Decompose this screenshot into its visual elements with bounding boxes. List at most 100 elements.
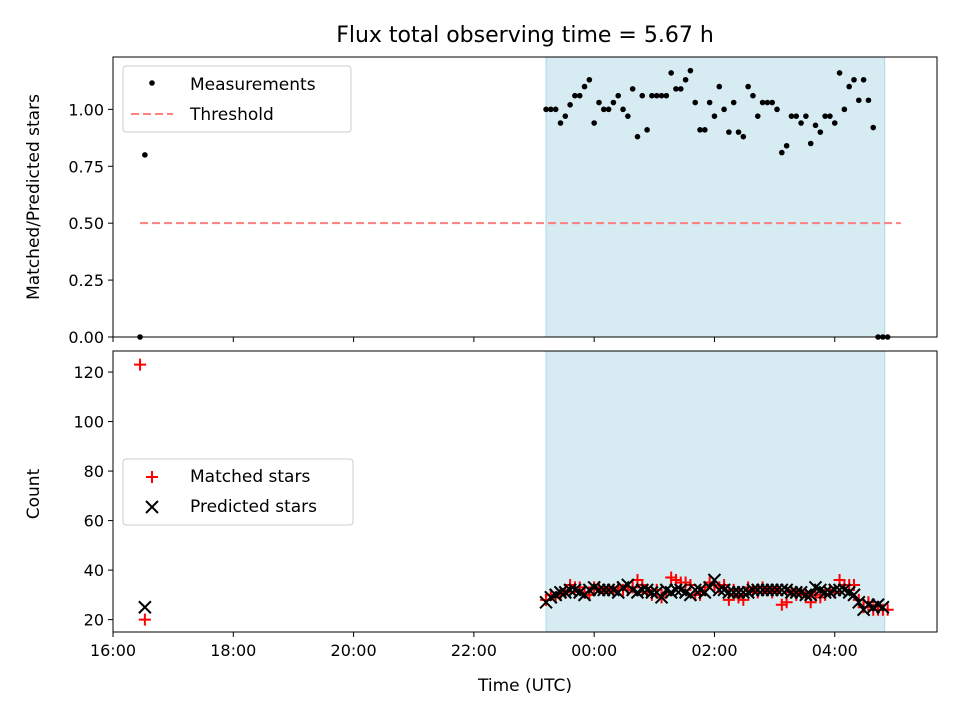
- data-point-measurement: [600, 106, 607, 113]
- chart-title: Flux total observing time = 5.67 h: [336, 23, 714, 48]
- data-point-measurement: [783, 142, 790, 149]
- data-point-measurement: [142, 152, 148, 158]
- y-tick-label: 0.00: [68, 328, 104, 347]
- data-point-measurement: [673, 86, 679, 92]
- y-tick-label: 0.25: [68, 271, 104, 290]
- data-point-measurement: [644, 127, 650, 133]
- y-axis-label-top: Matched/Predicted stars: [24, 94, 44, 300]
- data-point-measurement: [658, 92, 665, 99]
- data-point-measurement: [807, 140, 814, 147]
- data-point-measurement: [822, 113, 828, 119]
- data-point-measurement: [745, 83, 751, 90]
- data-point-measurement: [740, 133, 747, 140]
- y-tick-label: 0.75: [68, 157, 104, 176]
- data-point-measurement: [721, 106, 727, 113]
- data-point-predicted-stars: [736, 585, 751, 600]
- data-point-measurement: [817, 129, 824, 135]
- legend-bottom: Matched stars Predicted stars: [122, 458, 354, 526]
- data-point-predicted-stars: [553, 585, 568, 600]
- data-point-measurement: [774, 106, 780, 113]
- data-point-measurement: [750, 92, 756, 99]
- data-point-predicted-stars: [726, 585, 741, 600]
- data-point-matched-stars: [138, 613, 151, 626]
- data-point-measurement: [625, 113, 631, 119]
- observing-window-shade-top: [545, 56, 886, 338]
- data-point-predicted-stars: [654, 590, 669, 605]
- y-tick-label: 40: [84, 561, 104, 580]
- data-point-predicted-stars: [645, 585, 659, 600]
- data-point-measurement: [677, 86, 684, 92]
- data-point-measurement: [620, 106, 626, 113]
- legend-marker-predicted-stars: [145, 500, 159, 514]
- data-point-measurement: [841, 106, 848, 113]
- data-point-measurement: [668, 70, 674, 76]
- data-point-measurement: [706, 99, 713, 106]
- panel-counts: 20 40 60 80 100 120 16:00 18:00 20:00 22:00 00:00…: [24, 350, 938, 660]
- data-point-predicted-stars: [563, 583, 577, 597]
- x-tick-label: 04:00: [812, 641, 858, 660]
- data-point-predicted-stars: [828, 583, 842, 597]
- legend-label-predicted-stars: Predicted stars: [190, 497, 317, 517]
- legend-box-top: [122, 65, 352, 133]
- data-point-predicted-stars: [784, 585, 799, 600]
- data-point-predicted-stars: [751, 583, 765, 597]
- data-point-measurement: [754, 113, 761, 119]
- data-point-predicted-stars: [789, 585, 803, 600]
- legend-label-measurements: Measurements: [190, 75, 316, 95]
- data-point-predicted-stars: [818, 585, 832, 600]
- y-tick-label: 80: [84, 462, 104, 481]
- data-point-measurement: [856, 97, 862, 104]
- data-point-predicted-stars: [635, 583, 649, 597]
- data-point-measurement: [605, 106, 612, 113]
- data-point-measurement: [730, 99, 737, 106]
- data-point-measurement: [548, 106, 554, 113]
- y-tick-label: 0.50: [68, 214, 104, 233]
- data-point-measurement: [711, 113, 718, 119]
- legend-box-bottom: [122, 458, 354, 526]
- data-point-measurement: [567, 102, 573, 108]
- y-tick-label: 120: [73, 363, 104, 382]
- data-point-measurement: [562, 113, 569, 119]
- legend-top: Measurements Threshold: [122, 65, 352, 133]
- x-tick-label: 16:00: [90, 641, 136, 660]
- data-point-predicted-stars: [138, 600, 152, 614]
- y-tick-label: 60: [84, 512, 104, 531]
- data-point-measurement: [851, 76, 857, 83]
- legend-marker-measurements: [149, 80, 155, 86]
- data-point-measurement: [812, 122, 819, 129]
- data-point-measurement: [702, 127, 708, 133]
- data-point-predicted-stars: [712, 583, 726, 597]
- data-point-predicted-stars: [770, 583, 784, 597]
- data-point-measurement: [769, 99, 775, 106]
- data-point-matched-stars: [727, 583, 740, 596]
- data-point-predicted-stars: [746, 583, 760, 597]
- data-point-measurement: [682, 76, 689, 83]
- data-point-measurement: [827, 113, 833, 119]
- data-point-measurement: [552, 106, 559, 113]
- data-point-predicted-stars: [722, 585, 736, 600]
- data-point-measurement: [687, 67, 694, 74]
- data-point-measurement: [764, 99, 771, 106]
- data-point-measurement: [865, 97, 872, 104]
- legend-marker-matched-stars: [146, 471, 158, 483]
- x-tick-label: 18:00: [210, 641, 256, 660]
- data-point-matched-stars: [134, 358, 147, 371]
- data-point-measurement: [779, 149, 785, 156]
- data-point-measurement: [629, 86, 636, 92]
- data-point-predicted-stars: [755, 583, 770, 597]
- axes-frame-top: [112, 56, 938, 338]
- data-point-measurement: [788, 113, 795, 119]
- data-point-measurement: [726, 129, 732, 135]
- legend-label-matched-stars: Matched stars: [190, 467, 310, 487]
- y-tick-label: 1.00: [68, 100, 104, 119]
- data-point-predicted-stars: [702, 580, 717, 595]
- data-point-measurement: [697, 127, 703, 133]
- data-point-measurement: [543, 106, 549, 113]
- panel-ratio: 0.00 0.25 0.50 0.75 1.00 Matched/Predicted s…: [24, 56, 938, 347]
- data-point-measurement: [653, 92, 660, 99]
- data-point-measurement: [846, 83, 852, 90]
- data-point-predicted-stars: [731, 585, 746, 600]
- x-tick-label: 02:00: [691, 641, 737, 660]
- data-point-measurement: [591, 120, 597, 126]
- y-tick-label: 100: [73, 413, 104, 432]
